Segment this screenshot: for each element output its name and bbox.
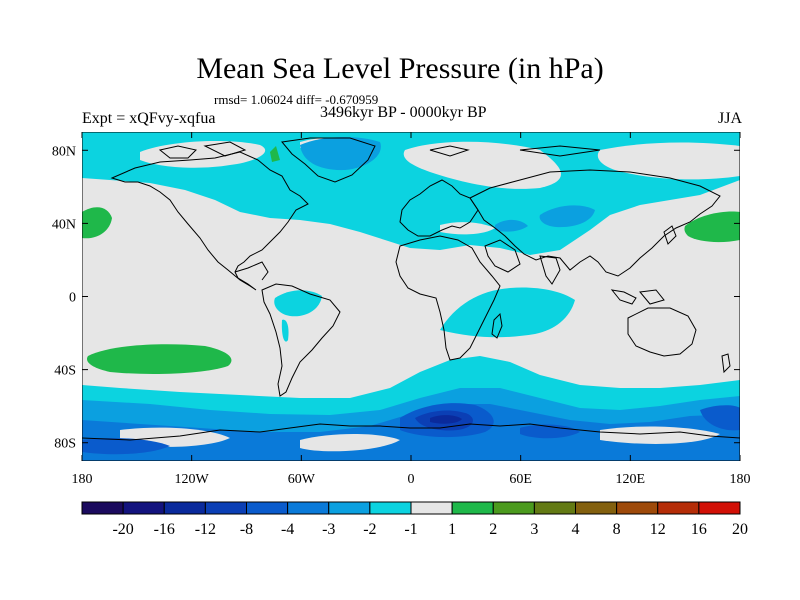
antarctic-low-patch [82,438,170,455]
lon-label: 180 [72,472,93,487]
indian-ocean-cyan [440,287,575,338]
antarctic-navy-core [430,415,462,424]
asia-blue-patch [539,205,595,228]
map-title: Mean Sea Level Pressure (in hPa) [196,52,604,85]
colorbar-label: -1 [404,521,417,538]
colorbar-label: -3 [322,521,335,538]
southern-grey-patch [300,434,400,452]
colorbar-swatch [163,501,206,515]
north-pacific-high-east [82,207,112,239]
colorbar-label: -2 [363,521,376,538]
colorbar-label: -12 [195,521,216,538]
colorbar-label: -8 [240,521,253,538]
lat-label: 40N [52,217,76,232]
colorbar-swatch [122,501,165,515]
colorbar-label: 20 [732,521,748,538]
colorbar-swatch [287,501,330,515]
arctic-green-spot [270,146,280,162]
colorbar-swatch [369,501,412,515]
lat-label: 80S [54,437,76,452]
south-america-cyan [274,290,322,317]
antarctic-low-patch [700,405,740,431]
arctic-grey-patch [440,222,495,235]
colorbar-label: 4 [572,521,580,538]
asia-blue-patch [495,219,528,232]
colorbar-swatch [616,501,659,515]
coastlines [82,137,740,441]
lat-label: 0 [69,291,76,306]
colorbar-swatch [533,501,576,515]
south-pacific-high [86,344,232,374]
colorbar-label: 16 [691,521,707,538]
colorbar-label: -20 [112,521,133,538]
colorbar-label: 12 [650,521,666,538]
lon-label: 120E [616,472,646,487]
colorbar-label: 1 [448,521,456,538]
southern-grey-patch [600,426,720,444]
colorbar-label: 3 [530,521,538,538]
arctic-grey-patch [597,142,740,180]
season-label: JJA [717,110,742,127]
lon-label: 60W [288,472,316,487]
colorbar-swatch [657,501,700,515]
colorbar-label: -16 [154,521,175,538]
andes-cyan [281,319,289,342]
lon-label: 180 [730,472,751,487]
lat-label: 80N [52,144,76,159]
colorbar-swatch [698,501,741,515]
north-pacific-high-west [684,211,740,243]
greenland-blue-patch [300,136,381,171]
period-label: 3496kyr BP - 0000kyr BP [320,104,487,121]
colorbar-label: 2 [489,521,497,538]
colorbar-swatch [81,501,124,515]
colorbar-swatch [204,501,247,515]
antarctic-low-patch [520,424,580,439]
lon-label: 0 [408,472,415,487]
colorbar-swatch [328,501,371,515]
map-axes: 80N 40N 0 40S 80S 180 120W 60W 0 60E 120E 180 [52,132,751,487]
colorbar-swatch [492,501,535,515]
colorbar-swatch [575,501,618,515]
lon-label: 60E [509,472,532,487]
rmsd-label: rmsd= 1.06024 diff= -0.670959 [214,92,379,107]
colorbar: -20 -16 -12 -8 -4 -3 -2 -1 1 2 3 4 8 12 16 20 [81,501,748,538]
colorbar-swatch [410,501,453,515]
colorbar-label: 8 [613,521,621,538]
lat-label: 40S [54,364,76,379]
colorbar-label: -4 [281,521,294,538]
experiment-label: Expt = xQFvy-xqfua [82,110,216,127]
colorbar-swatch [451,501,494,515]
colorbar-swatch [246,501,289,515]
lon-label: 120W [175,472,210,487]
